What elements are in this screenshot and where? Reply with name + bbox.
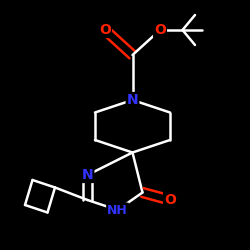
Text: O: O (164, 193, 176, 207)
Text: NH: NH (107, 204, 128, 216)
Text: O: O (154, 23, 166, 37)
Text: O: O (99, 23, 111, 37)
Text: N: N (82, 168, 93, 182)
Text: N: N (127, 93, 138, 107)
